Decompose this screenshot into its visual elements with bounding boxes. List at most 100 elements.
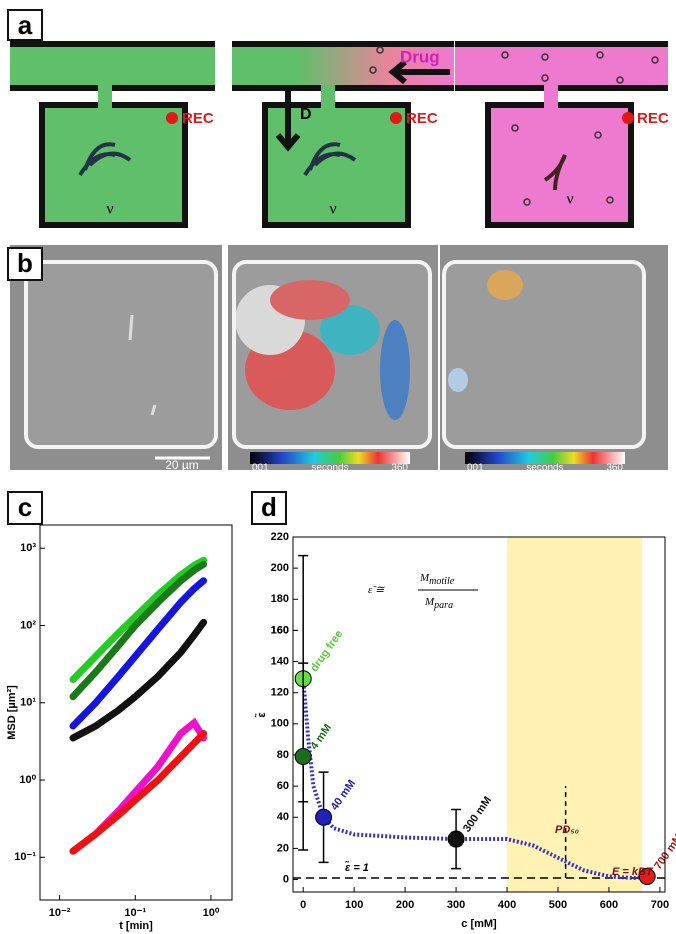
error-caps [318,771,329,864]
plot-frame [292,536,666,893]
colorbar-max: 360 [606,463,623,474]
panel-label: c [18,492,32,522]
y-tick-label: 80 [277,749,289,761]
panel-label: b [17,248,33,278]
chamber [39,102,188,228]
neck [544,85,558,109]
channel [455,45,668,87]
y-axis-label: ε̃ [255,712,268,718]
arrows [275,59,450,152]
x-axis-label: t [min] [119,920,153,932]
colorbar-unit: seconds [311,463,348,474]
series-line [69,618,208,742]
rec-label: REC [182,110,214,127]
point-label: drug free [308,628,345,674]
parasites [128,314,157,416]
point [294,748,312,766]
panel-label-box [7,491,43,525]
x-tick-label: 0 [300,899,306,911]
velocity-label: ν [106,201,113,218]
panel-label-box [251,491,287,525]
y-tick-label: 20 [277,842,289,854]
point-label: 700 mM [652,832,676,872]
shaded-region [507,537,643,892]
x-tick-label: 400 [498,899,516,911]
y-tick-label: 10⁻¹ [14,851,36,863]
colorbar [250,452,410,464]
panel-label: a [18,10,33,40]
series-line [69,717,208,855]
x-tick-label: 100 [345,899,363,911]
neck [321,85,335,109]
y-tick-label: 100 [271,718,289,730]
velocity-label: ν [329,201,336,218]
neck [98,85,112,109]
y-tick-label: 160 [271,624,289,636]
point [447,830,465,848]
annotation: ε̃ = 1 [344,861,369,874]
denominator-subscript: para [433,600,453,611]
panel-label: d [261,492,277,522]
y-tick-label: 180 [271,593,289,605]
y-tick-label: 10⁰ [19,774,36,786]
error-caps [298,662,309,851]
walls [455,41,668,91]
x-tick-label: 10⁻¹ [124,907,146,919]
formula-denominator: Mpara [424,596,453,612]
y-tick-label: 140 [271,655,289,667]
rec-dot [390,112,402,124]
rec-label: REC [406,110,438,127]
colorbar-max: 360 [391,463,408,474]
tracks [235,270,523,420]
drug-particles [369,46,659,206]
parasite [543,154,567,191]
x-tick-label: 300 [447,899,465,911]
y-tick-label: 0 [283,873,289,885]
y-tick-label: 10² [20,619,36,631]
series-line [69,556,208,684]
series-line [69,560,208,701]
x-tick-label: 10⁻² [49,907,71,919]
rec-dot [622,112,634,124]
colorbar-min: 001 [252,463,269,474]
x-tick-label: 10⁰ [203,907,220,919]
annotation: PD₅₀ [555,824,579,836]
x-tick-label: 500 [549,899,567,911]
colorbar-unit: seconds [526,463,563,474]
y-tick-label: 10³ [20,542,36,554]
series-line [69,577,208,730]
x-tick-label: 600 [600,899,618,911]
parasite [303,142,357,177]
drug-label: Drug [400,47,440,66]
walls [10,41,215,91]
colorbar-min: 001 [467,463,484,474]
numerator-symbol: M [419,572,430,584]
y-tick-label: 120 [271,687,289,699]
panel-b: b 20 µm 001 seconds 360 001 seconds 360 [7,245,668,474]
point-label: 4 mM [308,722,334,752]
channel [10,45,215,87]
series-line [69,730,208,855]
y-tick-label: 160 [271,624,289,636]
scale-bar-label: 20 µm [165,458,199,472]
y-tick-label: 220 [271,531,289,543]
plot-frame [39,524,233,901]
walls [232,41,454,91]
panel-label-box [7,9,43,41]
colorbar [465,452,625,464]
rec-dot [166,112,178,124]
channel [232,45,454,87]
formula-lhs: ε̃ ≅ [368,584,385,596]
numerator-subscript: motile [429,576,455,587]
x-axis-label: c [mM] [461,918,497,930]
y-tick-label: 10¹ [20,697,36,709]
parasite [78,142,132,177]
point [638,867,656,885]
formula: ε̃ ≅ [368,584,385,596]
formula-numerator: Mmotile [419,572,455,588]
x-tick-label: 200 [396,899,414,911]
denominator-symbol: M [424,596,435,608]
annotation: E = kBT [612,866,654,878]
panel-a: a REC REC REC Drug D ν ν ν [7,9,669,228]
rec-label: REC [637,110,669,127]
